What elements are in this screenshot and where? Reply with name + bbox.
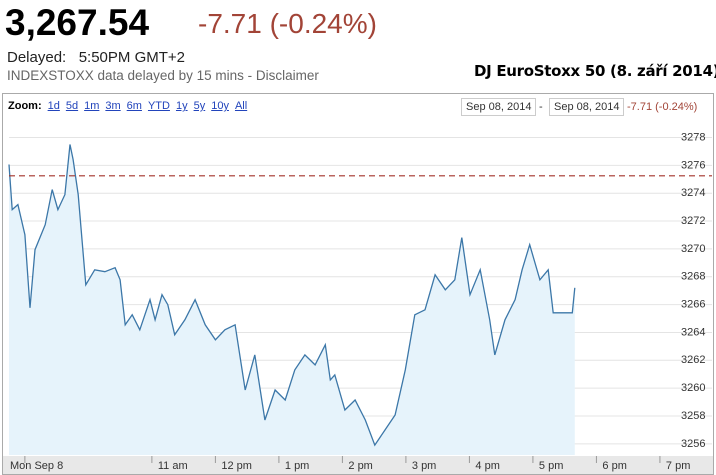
x-tick-label: 12 pm [221,460,252,472]
zoom-option[interactable]: YTD [147,100,170,112]
zoom-option[interactable]: 10y [211,100,229,112]
x-tick-label: 11 am [158,460,188,472]
x-axis-band [3,456,713,474]
zoom-option[interactable]: All [234,100,248,112]
zoom-option[interactable]: 1y [175,100,188,112]
x-tick-label: 3 pm [412,460,436,472]
y-tick-label: 3270 [681,243,705,255]
x-tick-label: 7 pm [666,460,690,472]
y-tick-label: 3274 [681,187,705,199]
price-line [8,144,576,447]
area-fill [9,144,575,455]
y-tick-label: 3260 [681,382,705,394]
y-tick-label: 3272 [681,215,705,227]
zoom-option[interactable]: 1m [84,100,100,112]
zoom-option[interactable]: 1d [47,100,60,112]
price-change: -7.71 (-0.24%) [198,8,377,39]
y-tick-label: 3278 [681,131,705,143]
date-to[interactable]: Sep 08, 2014 [549,98,625,116]
y-tick-label: 3268 [681,271,705,283]
caption: DJ EuroStoxx 50 (8. září 2014) [474,62,716,80]
y-tick-label: 3256 [681,438,705,450]
x-tick-label: 5 pm [539,460,563,472]
zoom-toolbar: Zoom: 1d 5d 1m 3m 6m YTD 1y 5y 10y All [8,100,253,112]
y-tick-label: 3264 [681,326,705,338]
x-tick-label: 2 pm [348,460,372,472]
y-tick-label: 3258 [681,410,705,422]
y-tick-label: 3266 [681,299,705,311]
price: 3,267.54 [5,2,150,43]
x-tick-label: 6 pm [602,460,626,472]
delay-note: INDEXSTOXX data delayed by 15 mins - Dis… [7,68,319,83]
x-tick-label: Mon Sep 8 [10,460,63,472]
y-tick-label: 3276 [681,159,705,171]
range-change: -7.71 (-0.24%) [627,101,698,113]
zoom-option[interactable]: 3m [105,100,121,112]
x-tick-label: 4 pm [475,460,499,472]
date-from[interactable]: Sep 08, 2014 [461,98,537,116]
delayed-time: Delayed: 5:50PM GMT+2 [7,49,185,66]
y-tick-label: 3262 [681,354,705,366]
zoom-option[interactable]: 5d [65,100,79,112]
date-separator: - [539,101,543,113]
zoom-option[interactable]: 6m [126,100,142,112]
x-tick-label: 1 pm [285,460,309,472]
zoom-label: Zoom: [8,100,42,112]
zoom-option[interactable]: 5y [193,100,206,112]
